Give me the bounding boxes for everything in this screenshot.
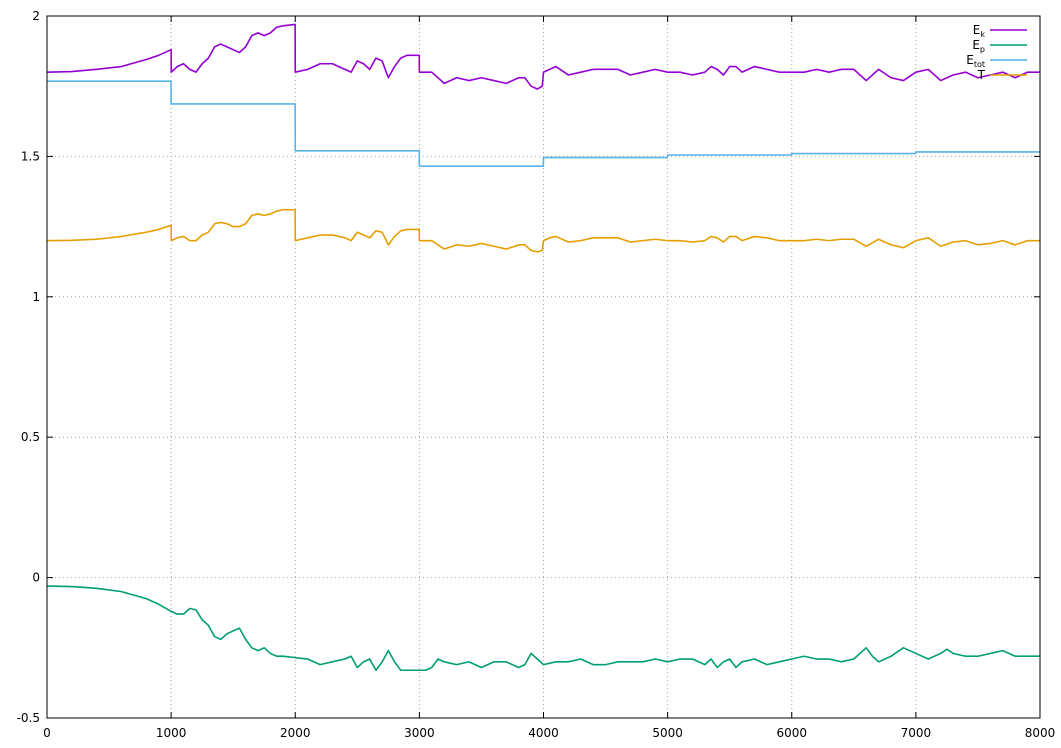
legend-label: Ep [972, 38, 985, 54]
legend-label: Etot [966, 53, 985, 69]
legend-label: Ek [973, 23, 986, 39]
y-tick-label: 0.5 [21, 430, 40, 444]
y-tick-label: -0.5 [17, 711, 40, 725]
x-tick-label: 5000 [652, 726, 683, 740]
x-tick-label: 0 [43, 726, 51, 740]
legend-entry-ep: Ep [972, 38, 1027, 54]
series-line-ek [46, 23, 1040, 90]
y-tick-label: 1.5 [21, 149, 40, 163]
y-tick-label: 2 [32, 9, 40, 23]
series-line-t [46, 208, 1040, 253]
series-line-ep [46, 585, 1040, 672]
x-tick-label: 4000 [528, 726, 559, 740]
legend-entry-ek: Ek [973, 23, 1027, 39]
series-line-etot [47, 80, 1040, 168]
y-tick-label: 0 [32, 571, 40, 585]
grid-layer [47, 16, 1040, 718]
x-tick-label: 7000 [901, 726, 932, 740]
legend-entry-etot: Etot [966, 53, 1027, 69]
legend-entry-t: T [977, 68, 1027, 82]
legend-label: T [977, 68, 986, 82]
x-tick-label: 3000 [404, 726, 435, 740]
y-tick-label: 1 [32, 290, 40, 304]
ticks-layer: 0 1000 2000 3000 4000 5000 6000 7000 8000-0.500.… [17, 9, 1056, 740]
x-tick-label: 8000 [1025, 726, 1056, 740]
x-tick-label: 2000 [280, 726, 311, 740]
x-tick-label: 6000 [776, 726, 807, 740]
x-tick-label: 1000 [156, 726, 187, 740]
series-layer [46, 23, 1040, 672]
